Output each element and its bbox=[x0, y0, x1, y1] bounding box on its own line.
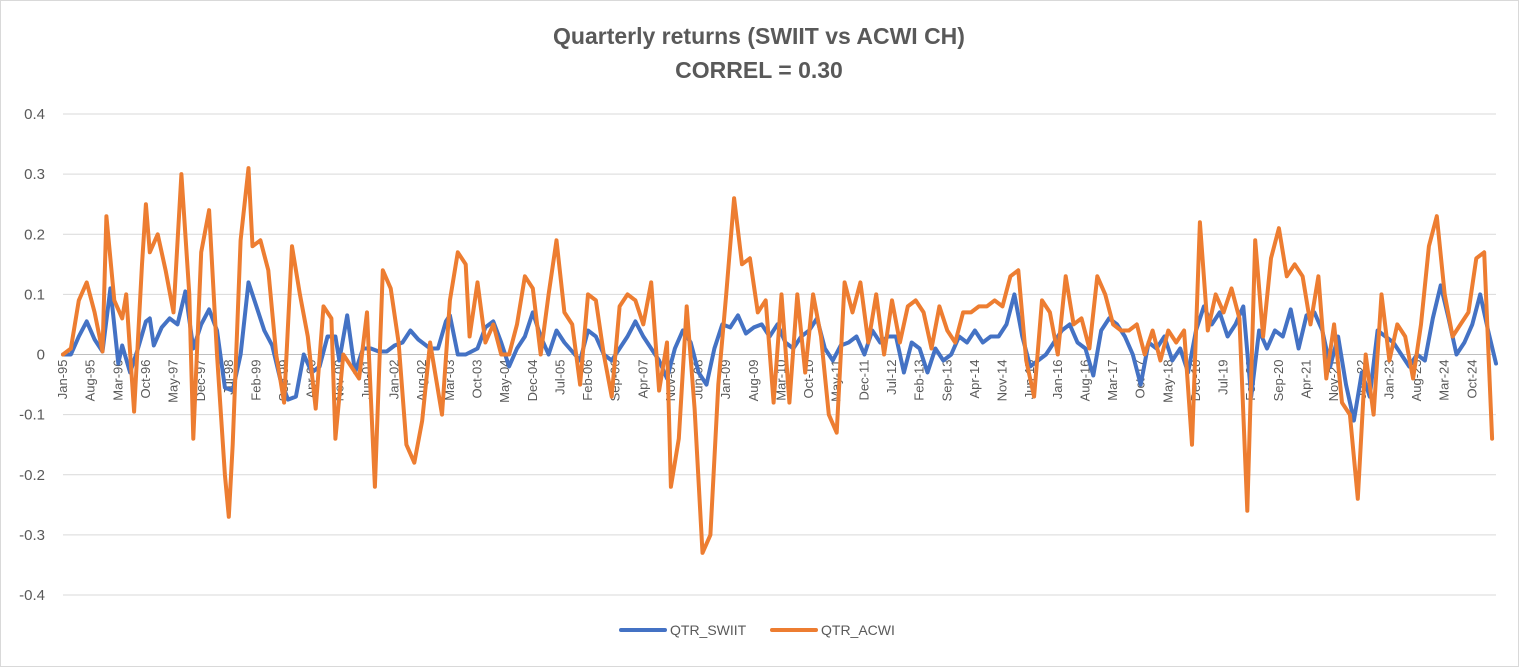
x-tick-label: Aug-16 bbox=[1077, 360, 1092, 402]
x-tick-label: Jul-19 bbox=[1216, 360, 1231, 395]
chart-title: Quarterly returns (SWIIT vs ACWI CH) bbox=[553, 23, 965, 49]
x-tick-label: Jan-09 bbox=[718, 360, 733, 400]
x-tick-label: Apr-07 bbox=[635, 360, 650, 399]
y-tick-label: -0.1 bbox=[19, 407, 45, 424]
x-tick-label: Sep-13 bbox=[939, 360, 954, 402]
x-tick-label: Feb-99 bbox=[248, 360, 263, 401]
y-tick-label: 0.3 bbox=[24, 166, 45, 183]
x-tick-label: Mar-24 bbox=[1437, 360, 1452, 401]
y-tick-label: 0.4 bbox=[24, 106, 45, 123]
x-tick-label: Dec-11 bbox=[856, 360, 871, 401]
y-tick-label: -0.2 bbox=[19, 467, 45, 484]
x-tick-label: Aug-95 bbox=[83, 360, 98, 402]
x-tick-label: Mar-96 bbox=[110, 360, 125, 401]
x-tick-label: Aug-09 bbox=[746, 360, 761, 402]
x-tick-label: Dec-04 bbox=[525, 360, 540, 402]
chart-subtitle: CORREL = 0.30 bbox=[675, 57, 843, 83]
y-tick-label: -0.3 bbox=[19, 527, 45, 544]
x-tick-label: Jan-16 bbox=[1050, 360, 1065, 400]
legend-label: QTR_SWIIT bbox=[670, 622, 747, 638]
legend-label: QTR_ACWI bbox=[821, 622, 895, 638]
series-line-qtr-acwi bbox=[61, 166, 1495, 555]
x-tick-label: Sep-20 bbox=[1271, 360, 1286, 402]
x-tick-label: Oct-96 bbox=[138, 360, 153, 399]
series-lines bbox=[61, 166, 1498, 555]
y-tick-label: -0.4 bbox=[19, 587, 45, 604]
x-tick-label: Feb-06 bbox=[580, 360, 595, 401]
x-tick-label: Jul-12 bbox=[884, 360, 899, 395]
x-axis-tick-labels: Jan-95 Aug-95 Mar-96 Oct-96 May-97 Dec-97 Jul-… bbox=[55, 359, 1479, 402]
x-tick-label: Mar-17 bbox=[1105, 360, 1120, 401]
x-tick-label: Jan-23 bbox=[1381, 360, 1396, 400]
x-tick-label: Jul-05 bbox=[552, 360, 567, 395]
x-tick-label: Nov-14 bbox=[995, 360, 1010, 402]
y-tick-label: 0.2 bbox=[24, 226, 45, 243]
x-tick-label: Jan-02 bbox=[387, 360, 402, 400]
x-tick-label: May-04 bbox=[497, 359, 512, 402]
x-tick-label: Feb-13 bbox=[912, 360, 927, 401]
x-tick-label: May-18 bbox=[1160, 360, 1175, 403]
y-tick-label: 0.1 bbox=[24, 286, 45, 303]
x-tick-label: May-97 bbox=[166, 360, 181, 403]
y-tick-label: 0 bbox=[37, 347, 45, 364]
x-tick-label: Oct-24 bbox=[1464, 360, 1479, 399]
x-tick-label: Apr-14 bbox=[967, 360, 982, 399]
legend: QTR_SWIIT QTR_ACWI bbox=[619, 622, 895, 638]
x-tick-label: Apr-21 bbox=[1299, 360, 1314, 399]
x-tick-label: Jan-95 bbox=[55, 360, 70, 400]
y-axis: 0.4 0.3 0.2 0.1 0 -0.1 -0.2 -0.3 -0.4 bbox=[19, 106, 45, 604]
x-tick-label: Oct-03 bbox=[470, 360, 485, 399]
